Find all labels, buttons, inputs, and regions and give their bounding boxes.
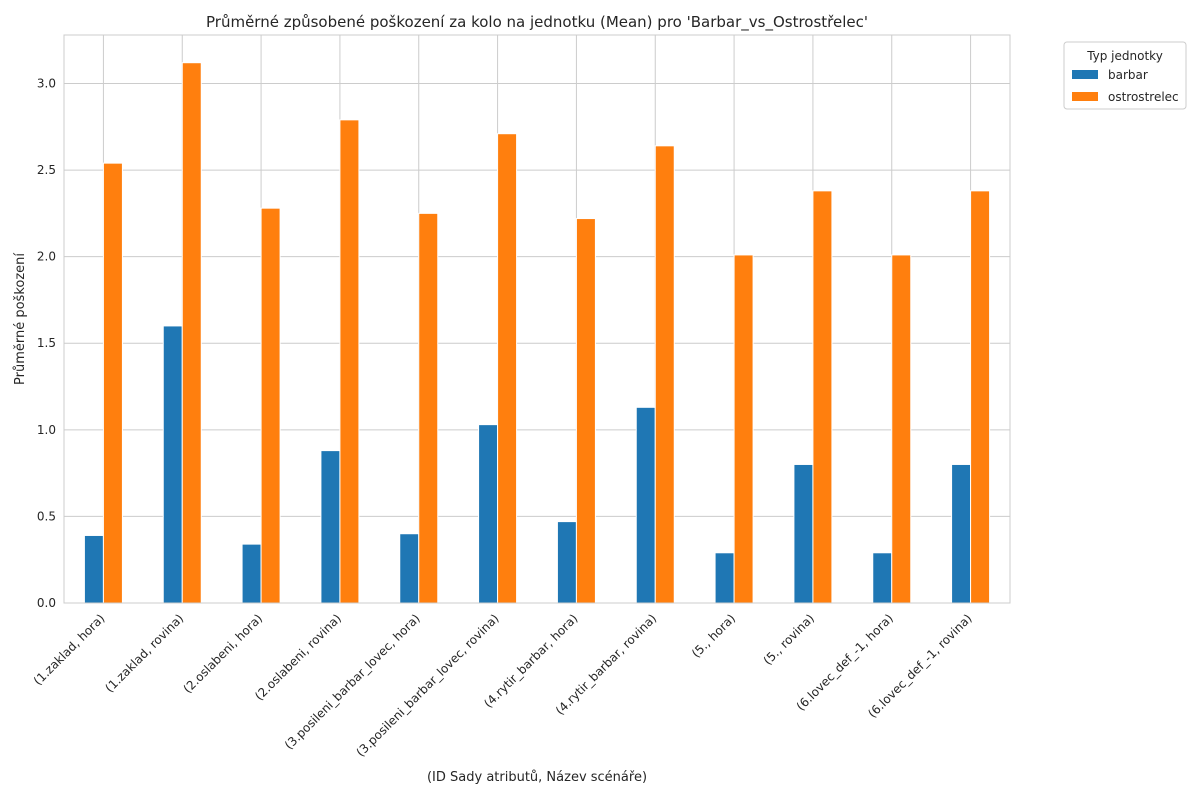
bar-barbar [872,552,893,604]
bars [83,62,991,604]
y-tick-label: 3.0 [37,76,56,90]
y-tick-label: 2.0 [37,250,56,264]
bar-ostrostrelec [970,190,991,604]
x-tick-label: (1.zaklad, hora) [31,611,108,688]
chart-title: Průměrné způsobené poškození za kolo na … [206,13,868,32]
legend-label-barbar: barbar [1108,68,1148,82]
grid [64,35,1010,604]
legend-title: Typ jednotky [1086,49,1163,63]
bar-barbar [83,534,104,604]
x-tick-label: (1.zaklad, rovina) [102,611,186,695]
bar-barbar [793,463,814,604]
bar-ostrostrelec [575,218,596,604]
bar-barbar [241,543,262,604]
y-tick-label: 0.5 [37,509,56,523]
x-tick-label: (5., hora) [689,611,738,660]
bar-barbar [478,424,499,604]
y-tick-label: 0.0 [37,596,56,610]
y-tick-label: 2.5 [37,163,56,177]
x-tick-label: (3.posileni_barbar_lovec, hora) [282,611,423,752]
legend-swatch-ostrostrelec [1072,92,1098,101]
bar-ostrostrelec [418,212,439,604]
legend-label-ostrostrelec: ostrostrelec [1108,90,1179,104]
bar-ostrostrelec [733,254,754,604]
bar-barbar [399,533,420,604]
bar-ostrostrelec [102,162,123,604]
y-axis-ticks: 0.0 0.5 1.0 1.5 2.0 2.5 3.0 [37,76,56,610]
legend-swatch-barbar [1072,70,1098,79]
bar-ostrostrelec [339,119,360,604]
y-axis-label: Průměrné poškození [13,253,28,385]
x-tick-label: (3.posileni_barbar_lovec, rovina) [353,611,501,759]
bar-ostrostrelec [812,190,833,604]
bar-barbar [162,325,183,604]
plot-frame [63,34,1011,604]
x-tick-label: (2.oslabeni, rovina) [252,611,344,703]
x-tick-label: (2.oslabeni, hora) [180,611,265,696]
bar-ostrostrelec [181,62,202,604]
x-axis-label: (ID Sady atributů, Název scénáře) [427,770,647,785]
bar-ostrostrelec [497,133,518,604]
y-tick-label: 1.0 [37,423,56,437]
x-axis-ticks: (1.zaklad, hora)(1.zaklad, rovina)(2.osl… [31,611,975,759]
legend: Typ jednotky barbar ostrostrelec [1063,41,1187,110]
x-tick-label: (5., rovina) [761,611,817,667]
y-tick-label: 1.5 [37,336,56,350]
bar-barbar [714,552,735,604]
bar-ostrostrelec [891,254,912,604]
bar-barbar [951,463,972,604]
bar-barbar [320,450,341,604]
bar-barbar [556,521,577,604]
bar-ostrostrelec [654,145,675,604]
bar-barbar [635,406,656,604]
bar-ostrostrelec [260,207,281,604]
